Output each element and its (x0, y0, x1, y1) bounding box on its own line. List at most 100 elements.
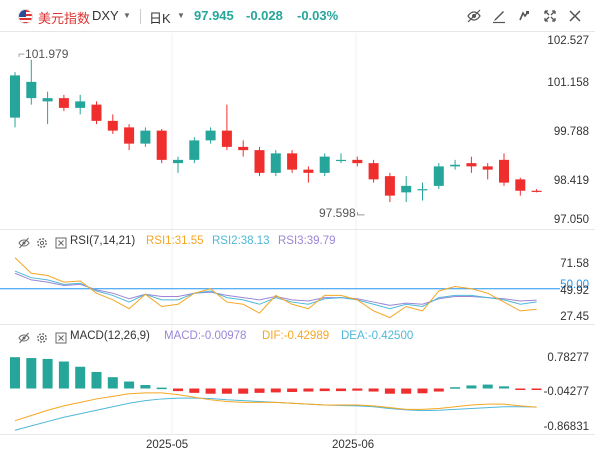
macd-histogram-bar (205, 388, 216, 394)
macd-histogram-bar (303, 388, 314, 392)
candle-body (368, 163, 379, 180)
candle-body (466, 163, 477, 167)
rsi-axis-label: 50.00 (560, 279, 589, 291)
macd-panel-divider (0, 324, 595, 325)
last-price: 97.945 (194, 8, 234, 23)
candle-body (499, 159, 509, 183)
candle-body (352, 159, 363, 164)
hide-eye-icon[interactable] (18, 236, 30, 249)
candle-body (75, 101, 86, 108)
candle-body (156, 130, 167, 160)
candle-body (336, 159, 346, 162)
settings-gear-icon[interactable] (36, 331, 48, 343)
eye-off-icon[interactable] (466, 8, 482, 24)
us-flag-icon (18, 9, 33, 24)
candle-body (107, 120, 118, 131)
macd-histogram-bar (482, 384, 493, 389)
close-box-icon[interactable] (55, 236, 67, 249)
macd-histogram-bar (221, 388, 232, 394)
candle-body (450, 164, 461, 167)
symbol-dropdown-icon[interactable]: ▼ (123, 11, 131, 20)
rsi-panel-divider (0, 229, 595, 230)
rsi3-value: RSI3:39.79 (278, 235, 336, 247)
macd-histogram-bar (336, 388, 346, 392)
macd-histogram-bar (270, 388, 281, 393)
macd-histogram-bar (352, 388, 363, 391)
rsi1-value: RSI1:31.55 (146, 235, 204, 247)
toolbar-separator (140, 9, 141, 24)
macd-histogram-bar (287, 388, 298, 392)
rsi-axis-label: 27.45 (560, 311, 589, 323)
dea-value: DEA:-0.42500 (341, 330, 414, 342)
macd-histogram-bar (499, 386, 509, 389)
candle-body (531, 190, 542, 192)
macd-histogram-bar (238, 388, 249, 394)
rsi-axis-label: 71.58 (560, 258, 589, 270)
macd-histogram-bar (433, 388, 444, 392)
macd-value: MACD:-0.00978 (164, 330, 247, 342)
rsi-axis-label: 49.92 (560, 285, 589, 297)
x-axis-label: 2025-06 (332, 439, 375, 451)
price-axis-label: 97.050 (553, 214, 589, 226)
timeframe-selector[interactable]: 日K (149, 11, 171, 26)
candle-body (42, 98, 53, 102)
price-axis-label: 98.419 (553, 175, 589, 187)
hide-eye-icon[interactable] (18, 331, 30, 344)
candle-body (205, 130, 216, 141)
candle-body (140, 130, 151, 144)
draw-icon[interactable] (491, 8, 507, 24)
macd-histogram-bar (515, 388, 526, 390)
macd-axis-label: 0.78277 (547, 352, 589, 364)
candle-body (124, 127, 135, 144)
macd-histogram-bar (531, 388, 542, 390)
timeframe-dropdown-icon[interactable]: ▼ (177, 11, 185, 20)
candle-body (221, 130, 232, 147)
macd-histogram-bar (75, 366, 86, 389)
price-axis-label: 99.788 (553, 126, 589, 138)
settings-gear-icon[interactable] (36, 236, 48, 248)
macd-histogram-bar (173, 388, 183, 392)
price-change: -0.028 (246, 8, 283, 23)
macd-histogram-bar (368, 388, 379, 392)
macd-histogram-bar (319, 388, 330, 392)
undo-icon[interactable] (516, 8, 532, 24)
candle-body (173, 159, 183, 164)
candle-body (189, 140, 200, 160)
candle-body (270, 153, 281, 173)
macd-histogram-bar (140, 385, 151, 389)
symbol-code[interactable]: DXY (92, 8, 119, 23)
candle-body (254, 150, 265, 173)
dif-value: DIF:-0.42989 (262, 330, 330, 342)
candle-body (319, 156, 330, 173)
macd-title: MACD(12,26,9) (70, 330, 150, 342)
low-annotation: 97.598⌙ (319, 206, 366, 220)
candle-body (433, 166, 444, 186)
candle-body (515, 179, 526, 191)
candle-body (384, 176, 395, 196)
macd-axis-label: -0.86831 (543, 421, 589, 433)
candle-body (482, 166, 493, 170)
rsi3-line (14, 272, 537, 306)
macd-axis-label: -0.04277 (543, 386, 589, 398)
macd-histogram-bar (156, 387, 167, 390)
x-axis-divider (0, 434, 595, 435)
macd-histogram-bar (401, 388, 412, 394)
macd-histogram-bar (254, 388, 265, 393)
toolbar: 美元指数 DXY ▼ 日K ▼ 97.945 -0.028 -0.03% (0, 0, 595, 32)
fullscreen-icon[interactable] (542, 8, 558, 24)
rsi-title: RSI(7,14,21) (70, 235, 136, 247)
macd-histogram-bar (26, 358, 37, 389)
symbol-name[interactable]: 美元指数 (38, 11, 91, 26)
candle-body (10, 75, 20, 118)
close-icon[interactable] (567, 8, 583, 24)
price-axis-label: 101.158 (547, 77, 589, 89)
close-box-icon[interactable] (55, 331, 67, 344)
macd-histogram-bar (466, 385, 477, 389)
high-annotation: ⌐101.979 (18, 47, 69, 61)
macd-histogram-bar (58, 361, 69, 389)
candle-body (58, 98, 69, 108)
macd-histogram-bar (10, 357, 20, 389)
candle-body (238, 146, 249, 151)
candle-body (91, 104, 102, 121)
